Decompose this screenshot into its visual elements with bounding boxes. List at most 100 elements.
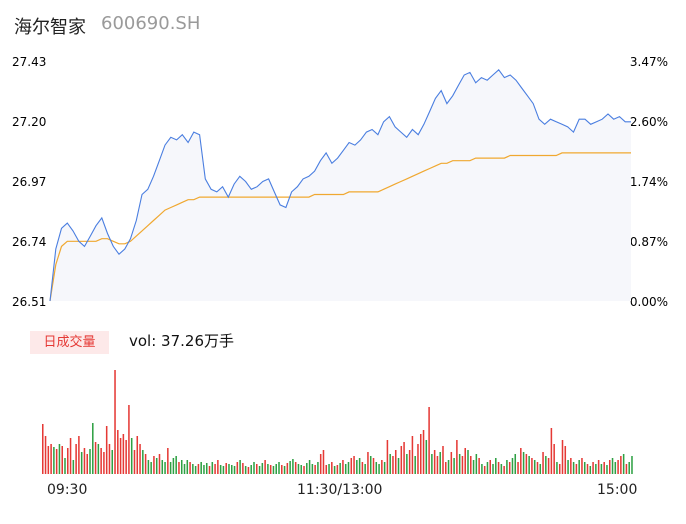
volume-bar xyxy=(61,446,63,474)
volume-bar xyxy=(189,462,191,474)
volume-bar xyxy=(392,456,394,474)
volume-bar xyxy=(197,464,200,474)
volume-bar xyxy=(86,454,88,474)
volume-bar xyxy=(100,448,102,474)
volume-bar xyxy=(122,434,125,474)
time-tick-label: 11:30/13:00 xyxy=(297,482,383,498)
volume-bar xyxy=(281,465,283,474)
volume-bar xyxy=(581,458,583,474)
volume-bar xyxy=(292,459,294,474)
volume-bar xyxy=(408,450,411,474)
volume-bar xyxy=(375,462,378,474)
volume-bar xyxy=(539,464,542,474)
volume-bar xyxy=(339,463,341,474)
price-tick-label: 26.97 xyxy=(12,175,47,189)
percent-tick-label: 0.00% xyxy=(629,295,668,309)
volume-bar xyxy=(83,448,86,474)
volume-bar xyxy=(531,458,533,474)
volume-bar xyxy=(72,460,75,474)
price-line xyxy=(49,68,631,302)
volume-bar xyxy=(503,466,505,474)
volume-bar xyxy=(425,440,428,474)
daily-volume-tab[interactable]: 日成交量 xyxy=(30,331,109,354)
volume-bar xyxy=(525,454,528,474)
volume-bar xyxy=(308,460,311,474)
volume-bar xyxy=(172,458,175,474)
volume-bar xyxy=(500,464,503,474)
volume-bar xyxy=(203,465,205,474)
percent-tick-label: 0.87% xyxy=(629,235,668,249)
volume-bar xyxy=(258,466,261,474)
volume-bar xyxy=(497,462,500,474)
volume-bar xyxy=(358,458,361,474)
volume-bar xyxy=(492,464,494,474)
volume-bar xyxy=(508,462,511,474)
volume-bar xyxy=(570,458,572,474)
volume-bar xyxy=(192,464,194,474)
volume-bar xyxy=(67,448,69,474)
volume-bar xyxy=(275,464,277,474)
volume-bar xyxy=(361,462,364,474)
volume-bar xyxy=(167,448,169,474)
volume-bar xyxy=(142,450,144,474)
volume-bar xyxy=(147,460,150,474)
volume-bar xyxy=(483,466,486,474)
volume-bar xyxy=(294,462,297,474)
volume-bar xyxy=(342,460,344,474)
volume-bar xyxy=(331,462,333,474)
volume-bar xyxy=(336,465,339,474)
volume-bar xyxy=(445,462,447,474)
volume-bar xyxy=(233,466,236,474)
volume-bar xyxy=(117,430,119,474)
volume-bar xyxy=(625,464,628,474)
volume-bar xyxy=(55,449,58,474)
volume-bar xyxy=(105,426,108,474)
volume-bar xyxy=(236,462,239,474)
volume-bar xyxy=(130,438,133,474)
volume-bar xyxy=(175,456,177,474)
volume-bar xyxy=(369,456,372,474)
volume-bar xyxy=(89,449,91,474)
volume-bar xyxy=(470,456,472,474)
volume-bar xyxy=(489,460,491,474)
volume-bar xyxy=(150,462,152,474)
volume-bar xyxy=(325,465,328,474)
volume-bar xyxy=(328,464,330,474)
volume-bar xyxy=(64,458,66,474)
volume-bar xyxy=(486,462,489,474)
volume-bar xyxy=(450,452,453,474)
stock-name: 海尔智家 xyxy=(14,17,86,38)
volume-bar xyxy=(217,460,219,474)
volume-bar xyxy=(78,436,80,474)
volume-bar xyxy=(133,450,136,474)
volume-bar xyxy=(436,456,439,474)
volume-bar xyxy=(520,448,522,474)
volume-bar xyxy=(239,460,241,474)
volume-bar xyxy=(222,466,225,474)
volume-bar xyxy=(211,462,214,474)
volume-bar xyxy=(389,454,391,474)
volume-bar xyxy=(111,450,114,474)
volume-bar xyxy=(617,460,619,474)
volume-bar xyxy=(614,462,617,474)
volume-bar xyxy=(164,462,166,474)
volume-bar xyxy=(553,444,555,474)
volume-bar xyxy=(556,462,558,474)
volume-bar xyxy=(533,460,536,474)
volume-bar xyxy=(269,465,272,474)
volume-bar xyxy=(53,447,55,474)
volume-bar xyxy=(506,460,508,474)
volume-bar xyxy=(244,466,247,474)
volume-bar xyxy=(319,454,322,474)
volume-bar xyxy=(155,458,158,474)
volume-bar xyxy=(478,458,480,474)
volume-bar xyxy=(575,464,578,474)
volume-bar xyxy=(314,465,316,474)
volume-bar xyxy=(439,452,441,474)
volume-bar xyxy=(589,466,592,474)
volume-bar xyxy=(344,464,347,474)
volume-bar xyxy=(311,464,314,474)
volume-bar xyxy=(317,462,319,474)
volume-bar xyxy=(522,452,525,474)
volume-bar xyxy=(447,460,450,474)
